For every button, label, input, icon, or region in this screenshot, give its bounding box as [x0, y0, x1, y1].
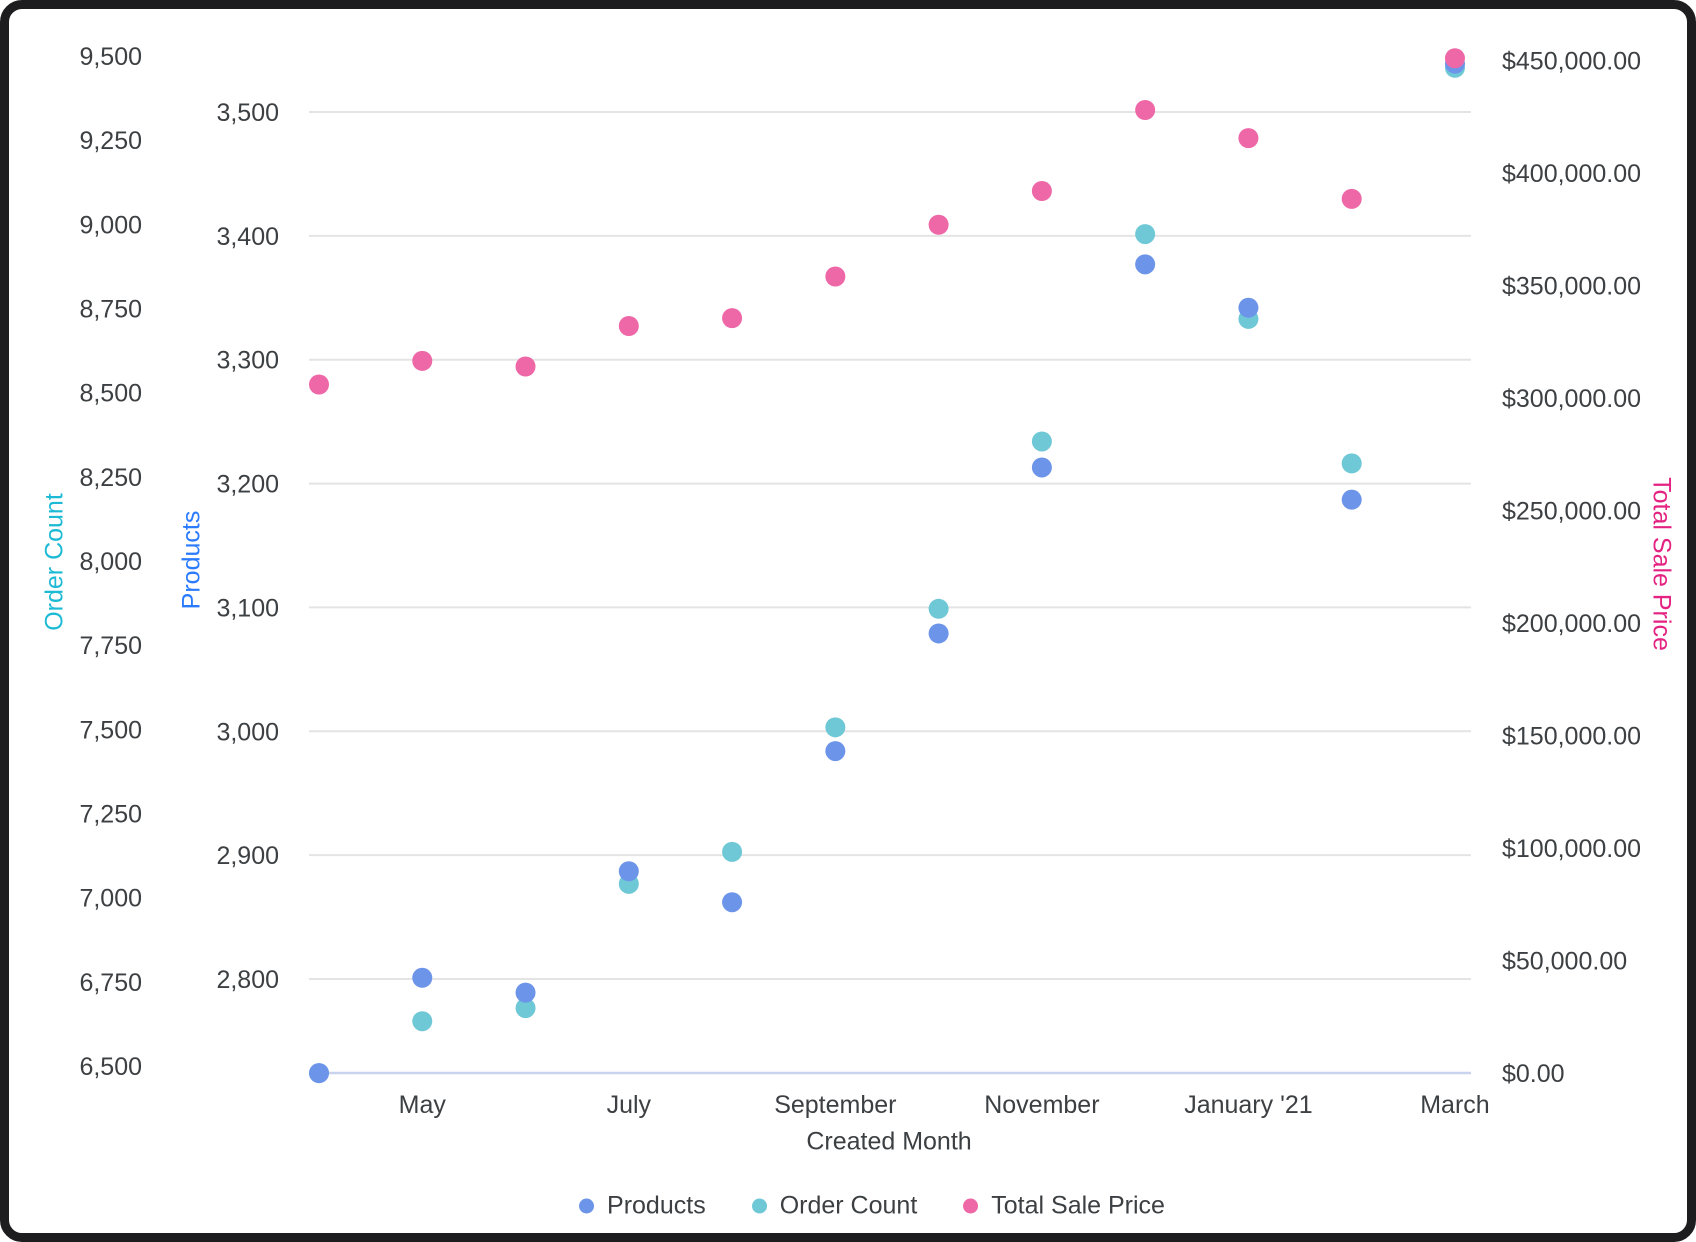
legend-dot-products: [579, 1198, 595, 1214]
data-point-products[interactable]: [1031, 457, 1052, 478]
tick-label-products: 3,300: [216, 347, 279, 375]
tick-label-order-count: 7,000: [79, 885, 142, 913]
tick-label-month: March: [1420, 1091, 1489, 1119]
tick-label-order-count: 9,250: [79, 127, 142, 155]
x-axis-title: Created Month: [806, 1127, 972, 1156]
data-point-total-sale-price[interactable]: [1135, 100, 1156, 120]
tick-label-order-count: 9,500: [79, 43, 142, 71]
tick-label-month: September: [774, 1091, 896, 1119]
data-points-layer: [309, 48, 1465, 1084]
tick-label-month: January '21: [1184, 1091, 1312, 1119]
tick-label-price: $50,000.00: [1502, 948, 1627, 976]
data-point-products[interactable]: [618, 861, 639, 882]
data-point-products[interactable]: [1341, 489, 1362, 510]
data-point-products[interactable]: [1135, 254, 1156, 275]
tick-label-order-count: 7,250: [79, 801, 142, 829]
data-point-total-sale-price[interactable]: [722, 308, 743, 329]
tick-label-price: $0.00: [1502, 1060, 1565, 1088]
data-point-order-count[interactable]: [722, 841, 743, 862]
tick-label-order-count: 7,750: [79, 632, 142, 660]
data-point-products[interactable]: [722, 892, 743, 913]
data-point-products[interactable]: [412, 967, 433, 988]
y-axis-title-total-sale-price: Total Sale Price: [1647, 477, 1676, 651]
data-point-order-count[interactable]: [412, 1011, 433, 1032]
data-point-order-count[interactable]: [515, 998, 536, 1019]
tick-label-products: 3,500: [216, 99, 279, 127]
data-point-order-count[interactable]: [825, 717, 846, 738]
tick-label-products: 3,200: [216, 471, 279, 499]
legend: Products Order Count Total Sale Price: [579, 1192, 1165, 1221]
scatter-chart: 6,500 6,750 7,000 7,250 7,500 7,750 8,000 8,250…: [9, 9, 1687, 1233]
tick-label-month: November: [984, 1091, 1099, 1119]
data-point-products[interactable]: [309, 1063, 329, 1084]
y-axis-title-products: Products: [177, 510, 206, 610]
y-axis-title-order-count: Order Count: [40, 493, 69, 631]
tick-label-price: $450,000.00: [1502, 48, 1641, 76]
data-point-order-count[interactable]: [1341, 453, 1362, 474]
tick-label-price: $100,000.00: [1502, 835, 1641, 863]
tick-label-order-count: 7,500: [79, 716, 142, 744]
data-point-products[interactable]: [515, 982, 536, 1003]
tick-label-price: $300,000.00: [1502, 385, 1641, 413]
data-point-total-sale-price[interactable]: [1444, 48, 1465, 69]
tick-label-order-count: 8,250: [79, 464, 142, 492]
legend-label-products: Products: [607, 1191, 706, 1220]
tick-label-month: May: [399, 1091, 447, 1119]
tick-label-order-count: 8,500: [79, 380, 142, 408]
data-point-total-sale-price[interactable]: [1031, 181, 1052, 201]
tick-label-products: 3,000: [216, 718, 279, 746]
data-point-products[interactable]: [825, 741, 846, 762]
data-point-total-sale-price[interactable]: [618, 316, 639, 336]
tick-label-month: July: [607, 1091, 652, 1119]
tick-label-price: $400,000.00: [1502, 160, 1641, 188]
plot-area: 6,500 6,750 7,000 7,250 7,500 7,750 8,000 8,250…: [79, 43, 1641, 1119]
tick-label-price: $350,000.00: [1502, 273, 1641, 301]
tick-label-price: $150,000.00: [1502, 723, 1641, 751]
data-point-order-count[interactable]: [1031, 431, 1052, 452]
legend-item-products[interactable]: Products: [579, 1192, 706, 1221]
legend-item-order-count[interactable]: Order Count: [751, 1191, 918, 1221]
legend-dot-order-count: [751, 1198, 767, 1214]
tick-label-order-count: 9,000: [79, 211, 142, 239]
tick-label-order-count: 6,750: [79, 969, 142, 997]
legend-item-total-sale-price[interactable]: Total Sale Price: [963, 1192, 1165, 1221]
data-point-total-sale-price[interactable]: [309, 374, 329, 395]
data-point-products[interactable]: [928, 623, 949, 644]
tick-label-price: $200,000.00: [1502, 610, 1641, 638]
tick-label-order-count: 8,000: [79, 548, 142, 576]
tick-label-price: $250,000.00: [1502, 498, 1641, 526]
tick-label-order-count: 8,750: [79, 296, 142, 324]
legend-label-order-count: Order Count: [779, 1191, 918, 1220]
data-point-order-count[interactable]: [1135, 224, 1156, 245]
tick-labels-layer: 6,500 6,750 7,000 7,250 7,500 7,750 8,000 8,250…: [79, 43, 1641, 1119]
data-point-order-count[interactable]: [928, 598, 949, 619]
data-point-total-sale-price[interactable]: [412, 350, 433, 371]
tick-label-products: 3,400: [216, 223, 279, 251]
data-point-total-sale-price[interactable]: [1238, 128, 1259, 149]
data-point-total-sale-price[interactable]: [825, 266, 846, 287]
tick-label-products: 2,800: [216, 966, 279, 994]
tick-label-order-count: 6,500: [79, 1053, 142, 1081]
data-point-total-sale-price[interactable]: [515, 356, 536, 377]
legend-dot-total-sale-price: [963, 1198, 979, 1214]
data-point-products[interactable]: [1238, 297, 1259, 318]
data-point-total-sale-price[interactable]: [928, 214, 949, 235]
tick-label-products: 2,900: [216, 842, 279, 870]
legend-label-total-sale-price: Total Sale Price: [991, 1191, 1165, 1220]
tick-label-products: 3,100: [216, 594, 279, 622]
data-point-total-sale-price[interactable]: [1341, 188, 1362, 209]
gridlines-layer: [309, 111, 1471, 1075]
